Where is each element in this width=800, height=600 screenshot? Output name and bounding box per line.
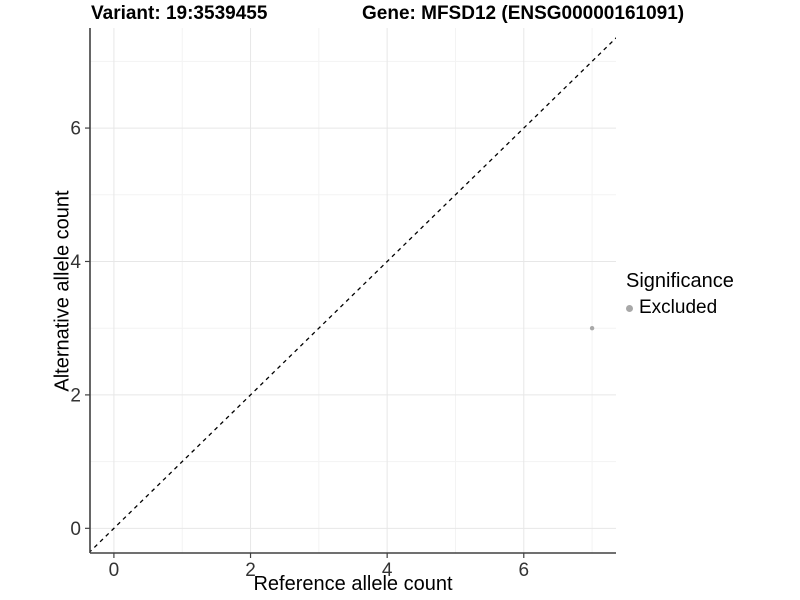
grid-major — [90, 28, 616, 553]
plot-title-gene: Gene: MFSD12 (ENSG00000161091) — [362, 3, 685, 24]
y-tick-label: 6 — [70, 119, 81, 140]
y-axis-title: Alternative allele count — [51, 190, 74, 392]
y-tick-label: 2 — [70, 385, 81, 406]
data-point — [589, 325, 595, 331]
x-axis-title: Reference allele count — [253, 573, 453, 595]
legend: Significance Excluded — [626, 270, 734, 319]
identity-line — [90, 37, 616, 553]
legend-item-label: Excluded — [639, 297, 718, 318]
excluded-marker-icon — [626, 304, 633, 312]
x-tick-label: 0 — [109, 560, 120, 581]
data-points — [589, 325, 595, 331]
grid-minor — [90, 28, 616, 553]
x-tick-label: 6 — [518, 560, 529, 581]
y-tick-label: 4 — [70, 252, 81, 273]
x-tick-label: 2 — [245, 560, 256, 581]
axis-ticks: 0 2 4 6 0 2 4 6 — [70, 119, 529, 581]
legend-title: Significance — [626, 270, 734, 292]
y-tick-label: 0 — [70, 519, 81, 540]
legend-item-excluded: Excluded — [626, 297, 734, 319]
plot-title-variant: Variant: 19:3539455 — [91, 3, 268, 24]
x-tick-label: 4 — [382, 560, 393, 581]
